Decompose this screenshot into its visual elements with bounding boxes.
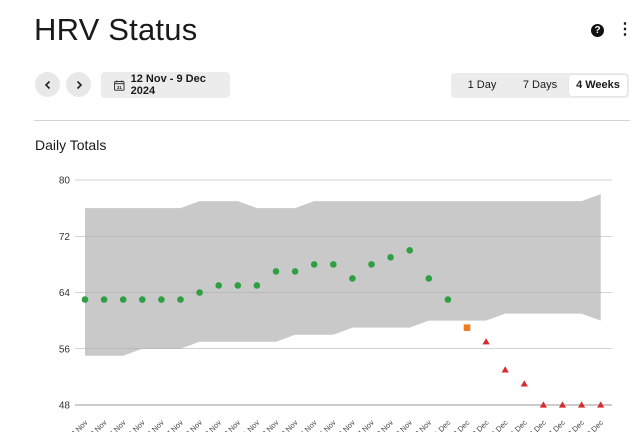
data-point-balanced	[253, 282, 261, 289]
data-point-low	[520, 380, 528, 387]
data-point-balanced	[330, 261, 337, 268]
x-tick-label: 1 Dec	[432, 418, 452, 432]
data-point-balanced	[119, 296, 127, 303]
data-point-balanced	[349, 275, 356, 282]
data-point-balanced	[158, 296, 165, 303]
help-icon[interactable]: ?	[591, 24, 604, 37]
x-tick-label: 6 Dec	[528, 418, 548, 432]
x-tick-label: 3 Dec	[470, 418, 490, 432]
baseline-band	[85, 194, 601, 356]
data-point-balanced	[234, 282, 242, 289]
next-period-button[interactable]	[66, 72, 91, 97]
tab-1-day[interactable]: 1 Day	[467, 79, 497, 91]
more-options-icon[interactable]: ⋮	[617, 21, 633, 38]
data-point-balanced	[368, 261, 375, 268]
date-range-button[interactable]: 31 12 Nov - 9 Dec 2024	[101, 72, 230, 98]
x-tick-label: 12 Nov	[66, 418, 89, 432]
data-point-balanced	[406, 247, 414, 254]
data-point-balanced	[272, 268, 280, 275]
x-tick-label: 5 Dec	[508, 418, 528, 432]
divider	[34, 120, 630, 121]
chevron-left-icon	[44, 80, 50, 89]
data-point-balanced	[215, 282, 222, 289]
data-point-balanced	[81, 296, 89, 303]
data-point-balanced	[425, 275, 433, 282]
data-point-balanced	[139, 296, 146, 303]
calendar-day-label: 31	[117, 84, 122, 89]
data-point-unbalanced	[463, 324, 471, 331]
date-range-label: 12 Nov - 9 Dec 2024	[130, 73, 206, 97]
data-point-balanced	[196, 289, 203, 296]
data-point-balanced	[291, 268, 299, 275]
data-point-balanced	[100, 296, 108, 303]
data-point-balanced	[177, 296, 184, 303]
section-title: Daily Totals	[35, 137, 107, 153]
tab-7-days[interactable]: 7 Days	[522, 79, 558, 91]
tab-4-weeks[interactable]: 4 Weeks	[569, 75, 627, 96]
x-tick-label: 4 Dec	[489, 418, 509, 432]
data-point-low	[539, 401, 547, 408]
data-point-low	[501, 366, 509, 373]
y-tick-label: 64	[59, 288, 71, 299]
y-tick-label: 48	[59, 401, 71, 412]
y-tick-label: 80	[59, 176, 71, 187]
data-point-balanced	[310, 261, 318, 268]
data-point-low	[482, 338, 490, 345]
y-tick-label: 56	[59, 344, 71, 355]
page-title: HRV Status	[34, 12, 198, 47]
previous-period-button[interactable]	[35, 72, 60, 97]
data-point-low	[578, 401, 586, 408]
x-tick-label: 9 Dec	[585, 418, 605, 432]
chevron-right-icon	[76, 80, 82, 89]
data-point-low	[597, 401, 605, 408]
time-range-selector: 1 Day 7 Days 4 Weeks	[451, 73, 629, 98]
data-point-balanced	[444, 296, 452, 303]
data-point-balanced	[387, 254, 394, 261]
y-tick-label: 72	[59, 232, 71, 243]
x-tick-label: 8 Dec	[566, 418, 586, 432]
data-point-low	[558, 401, 567, 408]
x-tick-label: 2 Dec	[451, 418, 471, 432]
calendar-icon: 31	[114, 79, 125, 91]
x-tick-label: 7 Dec	[547, 418, 567, 432]
